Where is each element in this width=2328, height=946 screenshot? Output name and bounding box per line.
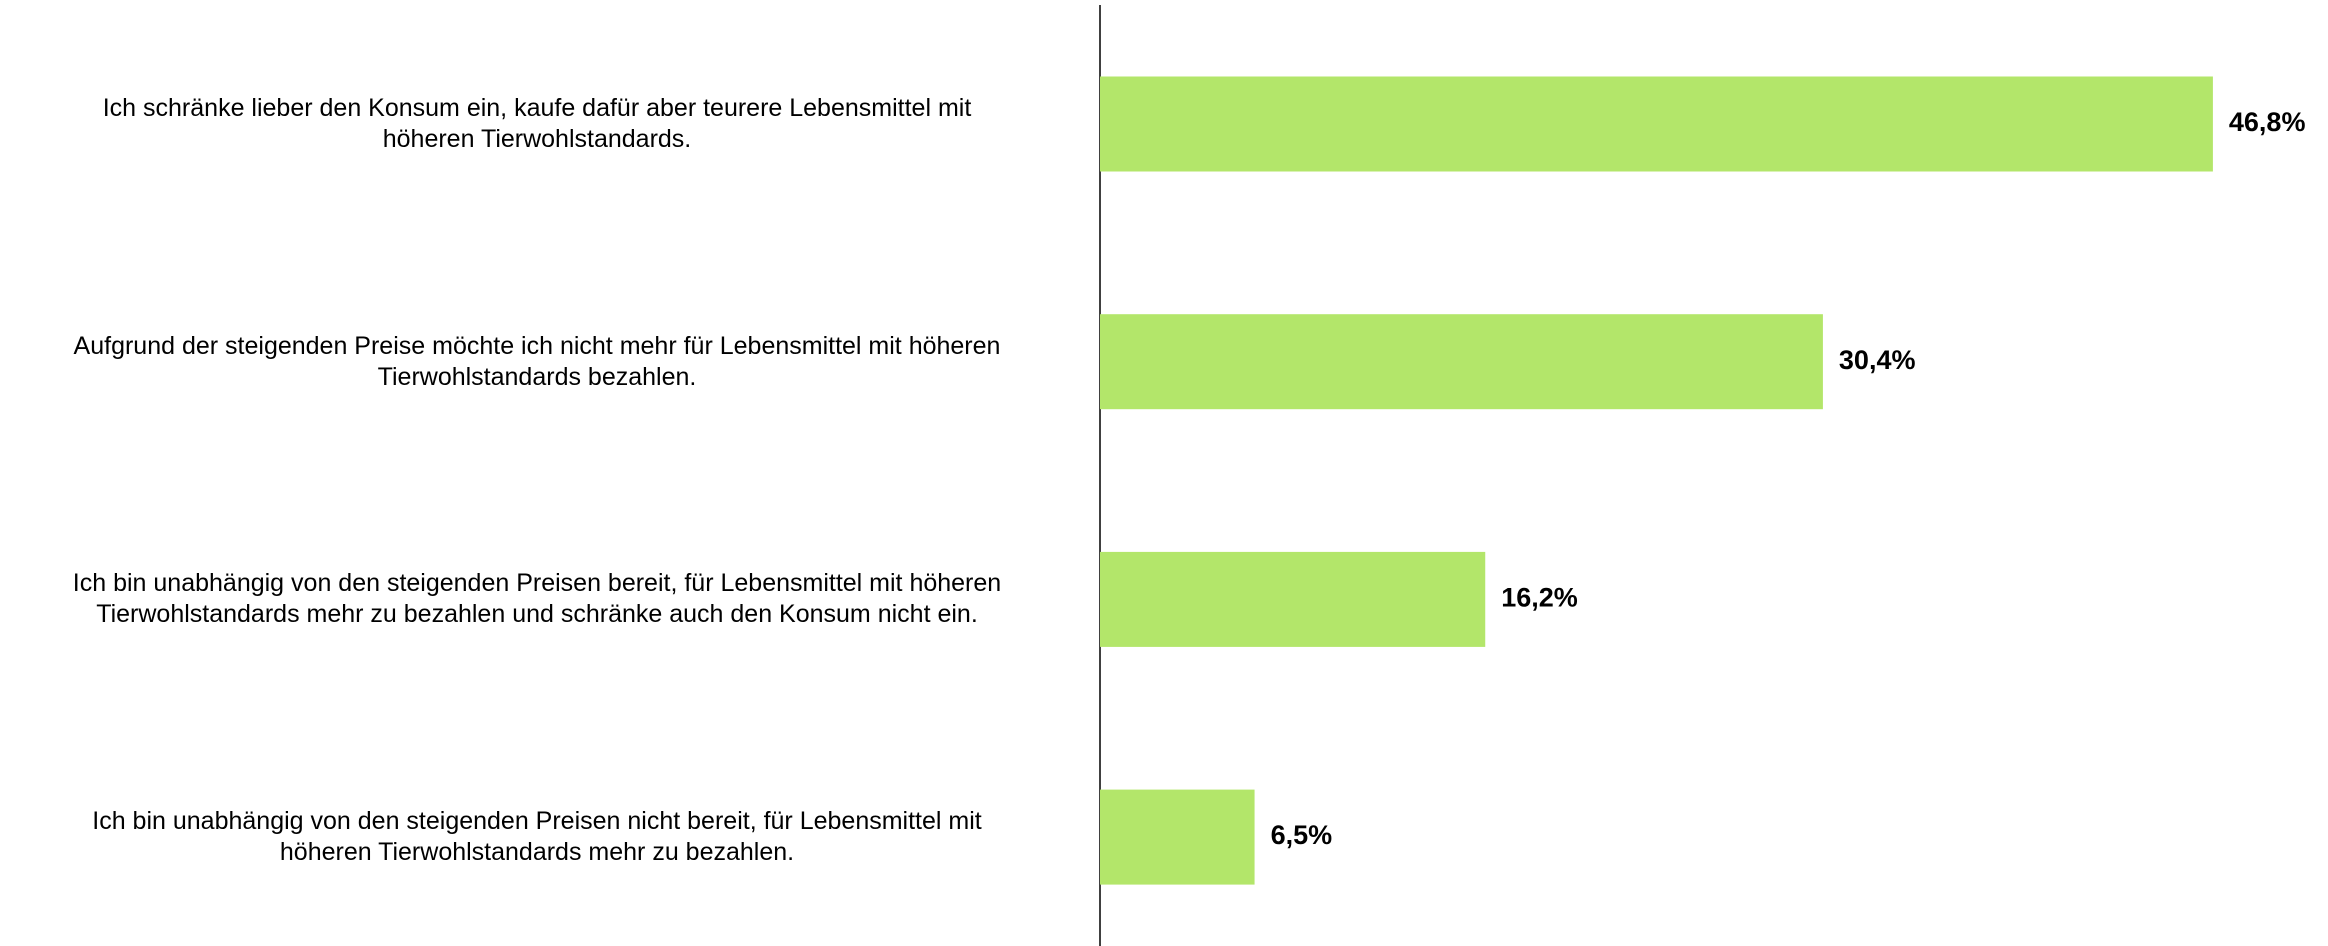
value-label: 16,2%: [1501, 583, 1578, 613]
category-label: Ich bin unabhängig von den steigenden Pr…: [92, 807, 982, 867]
value-label: 6,5%: [1271, 820, 1333, 850]
bar: [1100, 314, 1823, 410]
category-label: Aufgrund der steigenden Preise möchte ic…: [73, 331, 1001, 391]
bar: [1100, 76, 2213, 172]
bar: [1100, 789, 1255, 885]
category-label: Ich bin unabhängig von den steigenden Pr…: [72, 569, 1002, 629]
value-label: 46,8%: [2229, 107, 2306, 137]
value-label: 30,4%: [1839, 345, 1916, 375]
category-label: Ich schränke lieber den Konsum ein, kauf…: [102, 94, 972, 153]
bar: [1100, 551, 1486, 647]
